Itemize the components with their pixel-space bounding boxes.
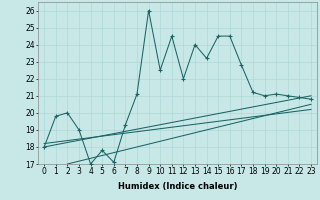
X-axis label: Humidex (Indice chaleur): Humidex (Indice chaleur) (118, 182, 237, 191)
